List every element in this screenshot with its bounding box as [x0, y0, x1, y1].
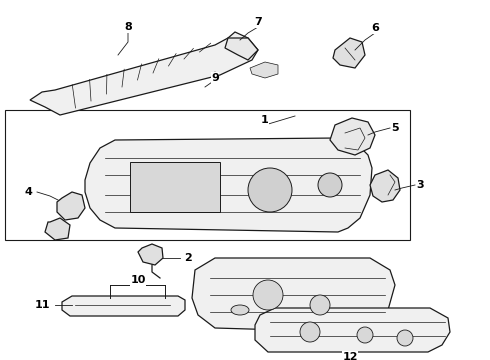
Polygon shape	[85, 138, 372, 232]
Text: 9: 9	[211, 73, 219, 83]
Ellipse shape	[231, 305, 249, 315]
Text: 3: 3	[416, 180, 424, 190]
Polygon shape	[192, 258, 395, 332]
Text: 1: 1	[261, 115, 269, 125]
Polygon shape	[30, 32, 258, 115]
Circle shape	[248, 168, 292, 212]
Text: 7: 7	[254, 17, 262, 27]
Polygon shape	[255, 308, 450, 352]
Polygon shape	[225, 38, 258, 60]
Text: 4: 4	[24, 187, 32, 197]
Circle shape	[318, 173, 342, 197]
Text: 2: 2	[184, 253, 192, 263]
Text: 8: 8	[124, 22, 132, 32]
Circle shape	[310, 295, 330, 315]
Polygon shape	[333, 38, 365, 68]
Bar	[5, 110, 410, 240]
Circle shape	[357, 327, 373, 343]
Text: 10: 10	[130, 275, 146, 285]
Polygon shape	[45, 218, 70, 240]
Polygon shape	[62, 296, 185, 316]
Bar	[130, 162, 220, 212]
Polygon shape	[57, 192, 85, 220]
Polygon shape	[138, 244, 163, 265]
Text: 12: 12	[342, 352, 358, 360]
Polygon shape	[330, 118, 375, 155]
Circle shape	[300, 322, 320, 342]
Text: 6: 6	[371, 23, 379, 33]
Circle shape	[397, 330, 413, 346]
Polygon shape	[370, 170, 400, 202]
Circle shape	[253, 280, 283, 310]
Text: 11: 11	[34, 300, 50, 310]
Polygon shape	[250, 62, 278, 78]
Text: 5: 5	[391, 123, 399, 133]
